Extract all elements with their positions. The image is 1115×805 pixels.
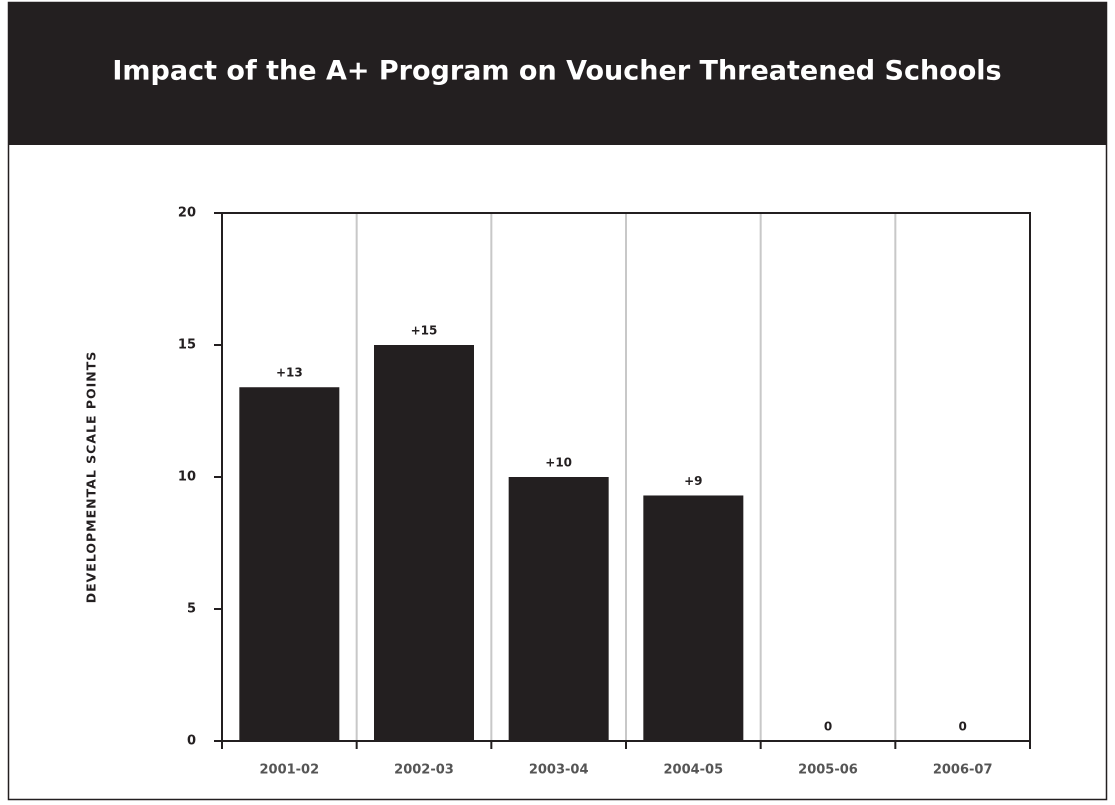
value-label: +10 <box>545 456 572 470</box>
value-label: +9 <box>684 474 702 488</box>
x-tick-label: 2004-05 <box>663 763 723 778</box>
x-tick-label: 2006-07 <box>933 763 993 778</box>
y-tick-label: 5 <box>187 602 196 617</box>
y-axis-label: DEVELOPMENTAL SCALE POINTS <box>84 351 99 604</box>
x-tick-label: 2002-03 <box>394 763 454 778</box>
value-label: 0 <box>824 720 832 734</box>
bar <box>643 495 744 741</box>
bar <box>374 345 474 741</box>
header-bar <box>8 2 1107 145</box>
x-tick-label: 2001-02 <box>259 763 319 778</box>
x-tick-label: 2005-06 <box>798 763 858 778</box>
bar <box>508 477 609 741</box>
value-label: +13 <box>276 366 303 380</box>
y-tick-label: 20 <box>178 206 196 221</box>
x-tick-label: 2003-04 <box>529 763 589 778</box>
bar <box>239 387 340 741</box>
y-tick-label: 0 <box>187 734 196 749</box>
y-tick-label: 15 <box>178 338 196 353</box>
plot-frame <box>221 212 1031 741</box>
value-label: 0 <box>958 720 966 734</box>
chart-title: Impact of the A+ Program on Voucher Thre… <box>112 56 1001 87</box>
value-label: +15 <box>411 324 438 338</box>
y-tick-label: 10 <box>178 470 196 485</box>
